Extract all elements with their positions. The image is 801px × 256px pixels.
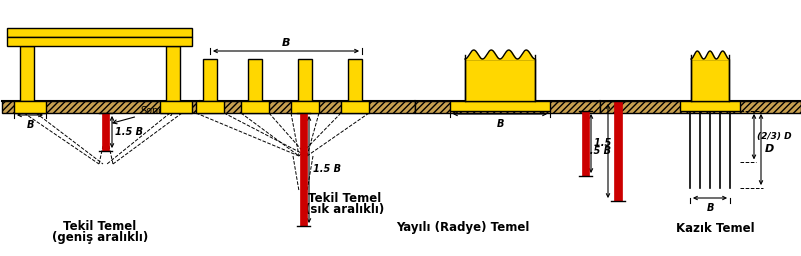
Text: 1.5 B: 1.5 B xyxy=(583,146,611,156)
Text: 1.5 B: 1.5 B xyxy=(313,165,341,175)
Text: B: B xyxy=(706,203,714,213)
Text: 1.5 B: 1.5 B xyxy=(115,127,143,137)
Bar xyxy=(20,46,34,101)
Bar xyxy=(102,113,108,151)
Text: B: B xyxy=(497,119,504,129)
Text: Kazık Temel: Kazık Temel xyxy=(676,221,755,234)
Bar xyxy=(291,101,319,113)
Text: 1.5 B: 1.5 B xyxy=(594,138,622,148)
Bar xyxy=(166,46,180,101)
Text: D: D xyxy=(765,144,775,155)
Text: (sık aralıklı): (sık aralıklı) xyxy=(305,204,384,217)
Bar xyxy=(241,101,269,113)
Bar xyxy=(248,59,262,101)
Text: Tekil Temel: Tekil Temel xyxy=(308,191,381,205)
Bar xyxy=(7,28,192,37)
Bar xyxy=(348,59,362,101)
Bar xyxy=(196,101,224,113)
Bar xyxy=(200,101,415,113)
Text: (geniş aralıklı): (geniş aralıklı) xyxy=(52,231,148,244)
Bar xyxy=(614,101,622,201)
Bar xyxy=(7,37,192,46)
Bar xyxy=(298,59,312,101)
Bar xyxy=(600,101,801,113)
Bar xyxy=(14,101,46,113)
Text: B: B xyxy=(26,120,34,130)
Text: Tekil Temel: Tekil Temel xyxy=(63,219,137,232)
Text: Sondaj: Sondaj xyxy=(113,106,173,124)
Bar xyxy=(300,113,307,226)
Text: Yayılı (Radye) Temel: Yayılı (Radye) Temel xyxy=(396,221,529,234)
Bar xyxy=(680,101,740,111)
Bar xyxy=(415,101,600,113)
Bar xyxy=(160,101,192,113)
Bar xyxy=(2,101,200,113)
Bar xyxy=(341,101,369,113)
Text: B: B xyxy=(282,38,290,48)
Bar xyxy=(465,59,535,101)
Bar xyxy=(691,59,729,101)
Bar xyxy=(582,111,589,176)
Bar xyxy=(203,59,217,101)
Bar xyxy=(450,101,550,111)
Text: (2/3) D: (2/3) D xyxy=(757,132,791,141)
